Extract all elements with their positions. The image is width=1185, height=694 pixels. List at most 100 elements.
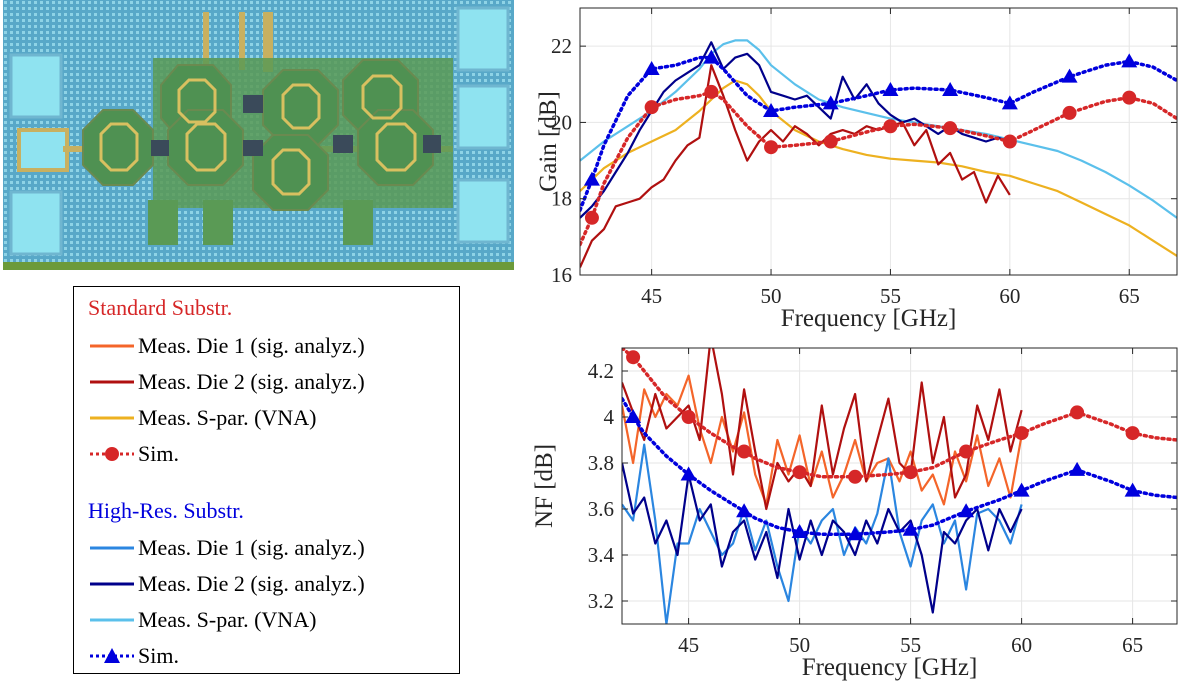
marker-point-std_sim — [943, 121, 958, 136]
marker-point-hr_sim — [882, 82, 899, 97]
series-group — [622, 348, 1177, 624]
marker-point-std_sim — [584, 210, 599, 225]
marker-point-hr_sim — [736, 503, 753, 518]
legend-swatch-std-die1 — [90, 344, 134, 348]
axes-box — [621, 347, 1178, 625]
series-line-std_die1 — [622, 374, 1023, 506]
marker-point-std_sim — [626, 350, 641, 365]
marker-point-hr_sim — [763, 102, 780, 117]
series-line-std_die2 — [622, 348, 1023, 511]
marker-point-hr_sim — [1013, 482, 1030, 497]
x-tick-label: 45 — [641, 284, 662, 308]
legend-label: Meas. Die 2 (sig. analyz.) — [138, 369, 365, 394]
legend: Standard Substr. Meas. Die 1 (sig. analy… — [73, 286, 460, 674]
y-tick-label: 16 — [551, 263, 572, 287]
x-axis-label: Frequency [GHz] — [802, 654, 978, 681]
marker-point-std_sim — [737, 444, 752, 459]
x-tick-label: 50 — [789, 633, 810, 657]
marker-point-std_sim — [848, 469, 863, 484]
marker-point-std_sim — [883, 119, 898, 134]
legend-item-hr-vna: Meas. S-par. (VNA) — [88, 604, 316, 636]
legend-item-std-die1: Meas. Die 1 (sig. analyz.) — [88, 330, 365, 362]
marker-point-std_sim — [1122, 90, 1137, 105]
series-line-hr_vna — [580, 39, 1177, 219]
legend-item-std-sim: Sim. — [88, 438, 179, 470]
marker-point-std_sim — [1070, 405, 1085, 420]
marker-point-hr_sim — [822, 95, 839, 110]
legend-label: Sim. — [138, 643, 179, 668]
marker-point-std_sim — [823, 134, 838, 149]
marker-point-std_sim — [681, 410, 696, 424]
y-tick-label: 3.6 — [588, 497, 614, 521]
marker-point-hr_sim — [1061, 68, 1078, 83]
marker-point-hr_sim — [643, 61, 660, 76]
x-tick-label: 45 — [678, 633, 699, 657]
series-group — [580, 39, 1177, 268]
marker-point-std_sim — [1125, 426, 1140, 441]
legend-swatch-std-die2 — [90, 380, 134, 384]
y-axis-label: NF [dB] — [531, 444, 558, 528]
y-tick-label: 18 — [551, 187, 572, 211]
y-tick-label: 3.4 — [588, 543, 615, 567]
marker-point-std_sim — [1002, 134, 1017, 149]
plot-area — [580, 8, 1177, 275]
legend-header-standard: Standard Substr. — [88, 295, 233, 320]
legend-swatch-hr-die1 — [90, 546, 134, 550]
marker-point-hr_sim — [583, 171, 600, 186]
series-line-std_vna — [580, 79, 1177, 257]
y-tick-label: 20 — [551, 110, 572, 134]
marker-point-hr_sim — [1001, 95, 1018, 110]
y-tick-label: 4.2 — [588, 359, 614, 383]
x-tick-label: 65 — [1119, 284, 1140, 308]
marker-point-hr_sim — [942, 82, 959, 97]
y-tick-label: 3.8 — [588, 451, 614, 475]
marker-point-hr_sim — [791, 524, 808, 538]
legend-item-hr-die1: Meas. Die 1 (sig. analyz.) — [88, 532, 365, 564]
chip-micrograph — [3, 0, 514, 270]
legend-swatch-hr-sim — [90, 648, 134, 663]
series-line-hr_die1 — [622, 443, 1023, 624]
legend-header-high-res: High-Res. Substr. — [88, 498, 244, 523]
legend-item-hr-die2: Meas. Die 2 (sig. analyz.) — [88, 568, 365, 600]
marker-point-std_sim — [644, 100, 659, 115]
x-tick-label: 55 — [900, 633, 921, 657]
y-tick-label: 4 — [604, 405, 615, 429]
marker-point-std_sim — [903, 465, 918, 480]
legend-swatch-std-sim — [90, 447, 134, 461]
marker-point-std_sim — [764, 140, 779, 155]
marker-point-hr_sim — [703, 49, 720, 64]
legend-swatch-hr-die2 — [90, 582, 134, 586]
legend-item-hr-sim: Sim. — [88, 640, 179, 672]
marker-point-hr_sim — [902, 521, 919, 536]
marker-point-hr_sim — [1124, 482, 1141, 497]
y-tick-label: 22 — [551, 34, 572, 58]
legend-swatch-std-vna — [90, 416, 134, 420]
marker-point-std_sim — [792, 465, 807, 480]
axes-box — [579, 7, 1178, 276]
gain-chart: 45 50 55 60 65 16 18 20 22 Frequency [GHz] Gain [d… — [535, 7, 1178, 332]
x-axis-label: Frequency [GHz] — [781, 305, 957, 332]
legend-item-std-die2: Meas. Die 2 (sig. analyz.) — [88, 366, 365, 398]
legend-label: Meas. S-par. (VNA) — [138, 607, 317, 632]
legend-swatch-hr-vna — [90, 618, 134, 622]
marker-point-std_sim — [959, 444, 974, 459]
marker-point-std_sim — [1014, 426, 1029, 441]
marker-point-hr_sim — [1069, 461, 1086, 476]
y-tick-label: 3.2 — [588, 589, 614, 613]
noise-figure-chart: 45 50 55 60 65 3.2 3.4 3.6 3.8 4 4.2 Frequency [GHz… — [531, 347, 1178, 681]
legend-label: Meas. Die 2 (sig. analyz.) — [138, 571, 365, 596]
marker-point-std_sim — [1062, 105, 1077, 120]
legend-label: Sim. — [138, 441, 179, 466]
x-tick-label: 60 — [999, 284, 1020, 308]
marker-point-std_sim — [704, 84, 719, 99]
legend-label: Meas. Die 1 (sig. analyz.) — [138, 333, 365, 358]
series-line-std_die2 — [580, 64, 1011, 268]
y-axis-label: Gain [dB] — [535, 91, 562, 192]
x-tick-label: 60 — [1011, 633, 1032, 657]
marker-point-hr_sim — [680, 466, 697, 481]
legend-label: Meas. S-par. (VNA) — [138, 405, 317, 430]
x-tick-label: 50 — [761, 284, 782, 308]
marker-point-hr_sim — [847, 526, 864, 541]
x-tick-label: 65 — [1122, 633, 1143, 657]
legend-label: Meas. Die 1 (sig. analyz.) — [138, 535, 365, 560]
